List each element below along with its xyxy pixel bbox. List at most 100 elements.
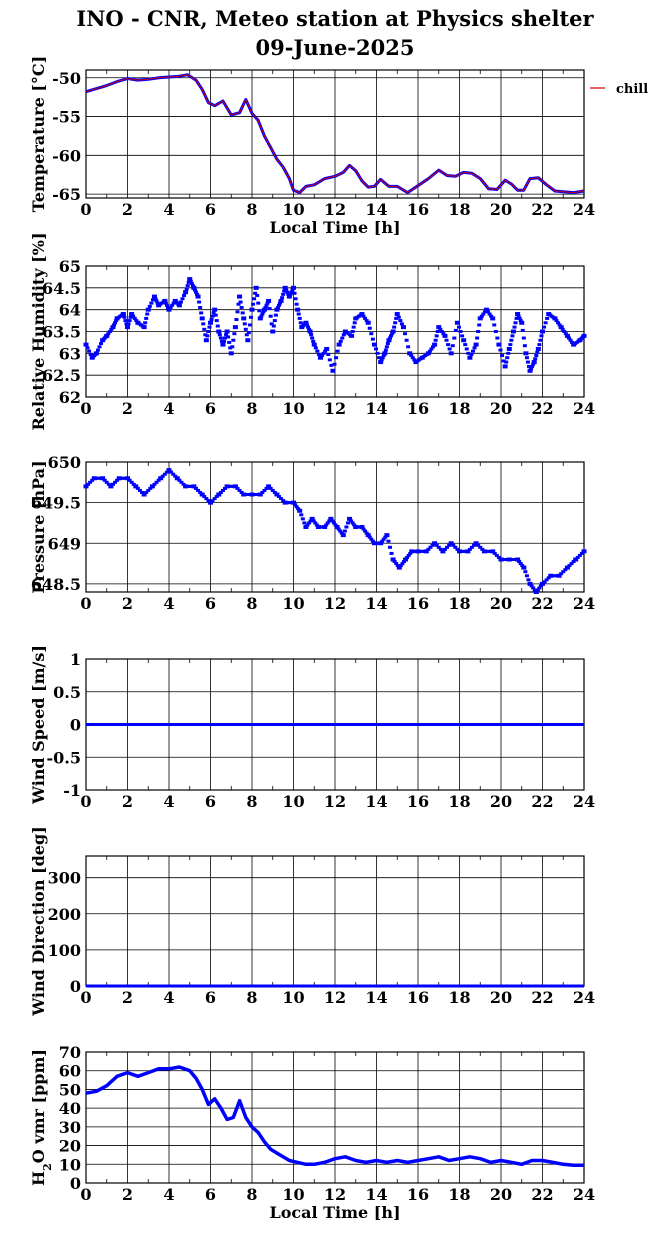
data-point xyxy=(165,305,170,309)
data-point xyxy=(145,307,151,312)
y-tick-label: 1 xyxy=(70,650,81,669)
data-point xyxy=(405,555,410,559)
data-point xyxy=(129,312,135,317)
figure-date: 09-June-2025 xyxy=(256,35,415,60)
data-point xyxy=(88,480,93,484)
data-point xyxy=(218,336,223,340)
data-point xyxy=(265,301,270,305)
y-tick-label: 648.5 xyxy=(31,575,81,594)
data-point xyxy=(302,322,307,326)
data-point xyxy=(254,493,259,496)
data-point xyxy=(420,549,425,553)
data-point xyxy=(199,316,205,321)
data-point xyxy=(493,330,498,333)
y-axis-label: Wind Speed [m/s] xyxy=(29,645,48,805)
y-axis-label: Relative Humidity [%] xyxy=(29,232,48,430)
data-point xyxy=(538,584,543,588)
data-point xyxy=(406,553,411,557)
data-point xyxy=(227,340,232,344)
data-point xyxy=(382,351,388,356)
data-point xyxy=(243,493,248,496)
data-point xyxy=(214,495,219,499)
data-point xyxy=(280,296,285,300)
data-point xyxy=(481,549,487,554)
data-point xyxy=(530,364,535,368)
data-point xyxy=(203,333,208,337)
data-point xyxy=(302,521,307,525)
data-point xyxy=(336,527,341,531)
data-point xyxy=(296,507,301,511)
x-tick-label: 18 xyxy=(448,399,470,418)
x-tick-label: 10 xyxy=(282,200,304,219)
data-point xyxy=(103,335,108,339)
data-point xyxy=(533,590,539,594)
data-point xyxy=(85,346,90,350)
data-point xyxy=(213,313,218,317)
data-point xyxy=(223,336,228,340)
data-point xyxy=(307,521,312,525)
data-point xyxy=(234,317,239,321)
data-point xyxy=(513,558,518,561)
data-point xyxy=(208,320,213,325)
x-tick-label: 10 xyxy=(282,988,304,1007)
data-point xyxy=(286,292,291,296)
x-tick-label: 6 xyxy=(205,988,216,1007)
data-point xyxy=(286,294,292,299)
data-point xyxy=(514,316,519,320)
y-tick-label: 62.5 xyxy=(42,366,81,385)
x-tick-label: 22 xyxy=(531,1185,553,1204)
data-point xyxy=(245,338,251,343)
data-point xyxy=(93,352,98,356)
data-point xyxy=(518,319,523,323)
data-point xyxy=(454,320,460,325)
data-point xyxy=(380,356,385,360)
x-tick-label: 14 xyxy=(365,399,387,418)
data-point xyxy=(238,300,243,304)
data-point xyxy=(542,325,547,329)
data-point xyxy=(452,336,457,340)
data-point xyxy=(494,553,499,557)
data-point xyxy=(248,315,253,319)
data-point xyxy=(189,281,194,285)
data-point xyxy=(224,484,230,489)
y-tick-label: 50 xyxy=(59,1080,81,1099)
data-point xyxy=(293,297,298,301)
data-point xyxy=(244,333,249,337)
data-point xyxy=(135,486,140,490)
x-tick-label: 6 xyxy=(205,399,216,418)
x-tick-label: 22 xyxy=(531,792,553,811)
data-point xyxy=(390,332,395,336)
data-point xyxy=(166,468,172,473)
x-tick-label: 20 xyxy=(490,792,512,811)
data-point xyxy=(461,549,466,553)
data-point xyxy=(466,351,471,355)
data-point xyxy=(498,348,503,352)
data-point xyxy=(520,564,525,568)
x-tick-label: 6 xyxy=(205,200,216,219)
data-point xyxy=(442,547,447,551)
data-point xyxy=(123,319,128,323)
data-point xyxy=(418,549,423,553)
x-tick-label: 4 xyxy=(163,792,174,811)
x-tick-label: 22 xyxy=(531,399,553,418)
data-point xyxy=(521,336,526,340)
data-point xyxy=(311,519,316,523)
data-point xyxy=(371,342,377,347)
data-point xyxy=(296,312,301,316)
panel-frame xyxy=(85,69,585,199)
data-point xyxy=(579,551,584,555)
x-tick-label: 16 xyxy=(407,792,429,811)
y-tick-label: -55 xyxy=(52,108,81,127)
data-point xyxy=(381,354,386,358)
data-point xyxy=(178,300,183,304)
data-point xyxy=(104,480,109,484)
data-point xyxy=(241,492,247,497)
data-point xyxy=(190,284,195,288)
data-point xyxy=(455,547,460,551)
data-point xyxy=(535,346,541,351)
data-point xyxy=(527,368,533,373)
data-point xyxy=(506,351,511,355)
data-point xyxy=(472,543,477,547)
data-point xyxy=(174,476,180,481)
data-point xyxy=(478,545,483,549)
